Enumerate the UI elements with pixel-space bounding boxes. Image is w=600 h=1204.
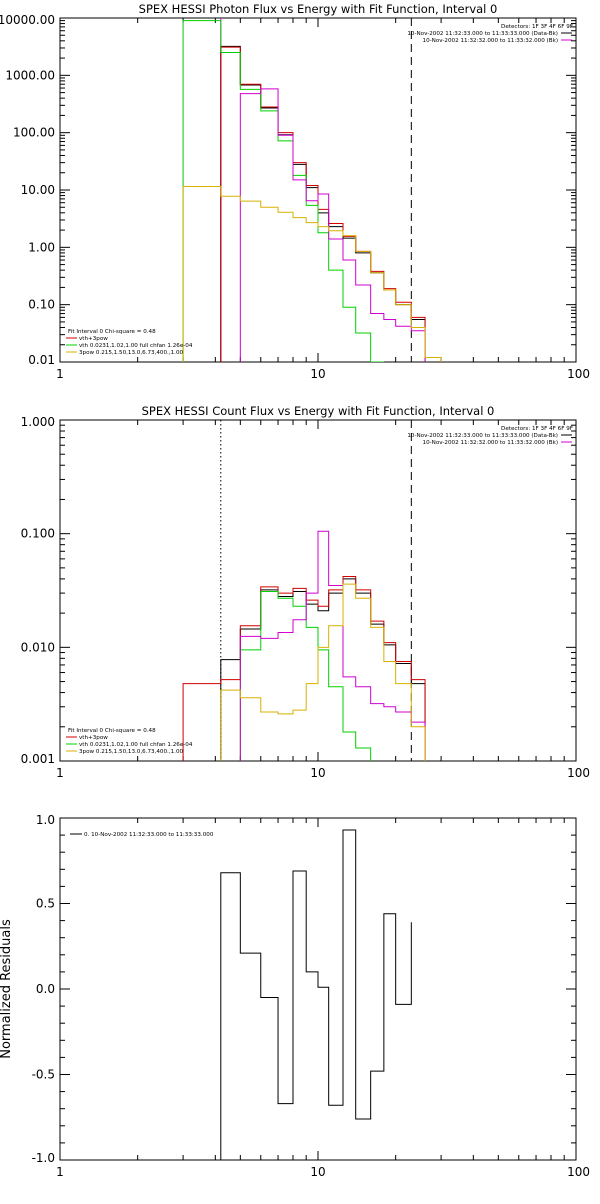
series-line-1 xyxy=(182,575,426,761)
y-tick-label: -0.5 xyxy=(32,1068,55,1082)
y-tick-label: 1.000 xyxy=(21,415,55,429)
y-tick-label: 0.100 xyxy=(21,527,55,541)
series-line-3 xyxy=(239,88,426,362)
legend-bottom-left-text: vth+3pow xyxy=(79,735,108,741)
x-tick-label: 100 xyxy=(567,367,590,381)
series-line-1 xyxy=(220,46,426,362)
data-layer xyxy=(220,829,412,1160)
detectors-label: Detectors: 1F 3F 4F 6F 9F xyxy=(501,24,573,30)
series-line-3 xyxy=(239,530,426,761)
x-tick-label: 100 xyxy=(567,1165,590,1179)
count-flux-panel: SPEX HESSI Count Flux vs Energy with Fit… xyxy=(21,404,590,780)
photon-flux-panel: SPEX HESSI Photon Flux vs Energy with Fi… xyxy=(0,2,590,381)
y-tick-label: 1.0 xyxy=(36,813,55,827)
legend-top-right-text: 10-Nov-2002 11:32:33.000 to 11:33:33.000… xyxy=(407,433,558,439)
legend-bottom-left-text: vth 0.0231,1.02,1.00 full chfan 1.26e-04 xyxy=(79,343,193,349)
y-tick-label: 1.00 xyxy=(28,240,55,254)
chart-title: SPEX HESSI Count Flux vs Energy with Fit… xyxy=(142,404,495,418)
x-tick-label: 100 xyxy=(567,766,590,780)
y-tick-label: 0.0 xyxy=(36,982,55,996)
data-layer xyxy=(182,18,442,362)
series-line-4 xyxy=(220,583,426,761)
legend-bottom-left-text: vth 0.0231,1.02,1.00 full chfan 1.26e-04 xyxy=(79,742,193,748)
legend-top-right-text: 10-Nov-2002 11:32:33.000 to 11:33:33.000… xyxy=(407,31,558,37)
y-tick-label: -1.0 xyxy=(32,1151,55,1165)
data-layer xyxy=(182,420,426,761)
detectors-label: Detectors: 1F 3F 4F 6F 9F xyxy=(501,426,573,432)
plot-frame xyxy=(59,817,577,1161)
chart-title: SPEX HESSI Photon Flux vs Energy with Fi… xyxy=(139,2,498,16)
y-axis-label: Normalized Residuals xyxy=(0,919,14,1059)
y-tick-label: 10000.00 xyxy=(0,13,55,27)
legend-bottom-left-text: Fit Interval 0 Chi-square = 0.48 xyxy=(68,329,156,335)
y-tick-label: 0.10 xyxy=(28,298,55,312)
series-line-4 xyxy=(182,186,442,362)
x-tick-label: 1 xyxy=(56,367,64,381)
legend-bottom-left-text: vth+3pow xyxy=(79,336,108,342)
y-tick-label: 0.5 xyxy=(36,897,55,911)
y-tick-label: 10.00 xyxy=(21,183,55,197)
y-tick-label: 0.01 xyxy=(28,353,55,367)
legend-top-right-text: 10-Nov-2002 11:32:32.000 to 11:33:32.000… xyxy=(423,440,558,446)
legend-top-left-text: 0. 10-Nov-2002 11:32:33.000 to 11:33:33.… xyxy=(84,832,214,838)
series-line-2 xyxy=(239,590,372,761)
x-tick-label: 10 xyxy=(310,1165,325,1179)
y-tick-label: 0.010 xyxy=(21,640,55,654)
legend-bottom-left-text: Fit Interval 0 Chi-square = 0.48 xyxy=(68,728,156,734)
legend-bottom-left-text: 3pow 0.215,1.50,13.0,6.73,400.,1.00 xyxy=(79,350,184,356)
x-tick-label: 1 xyxy=(56,1165,64,1179)
y-tick-label: 100.00 xyxy=(13,126,55,140)
y-tick-label: 1000.00 xyxy=(5,68,55,82)
y-tick-label: 0.001 xyxy=(21,752,55,766)
legend-bottom-left-text: 3pow 0.215,1.50,13.0,6.73,400.,1.00 xyxy=(79,749,184,755)
legend-top-right-text: 10-Nov-2002 11:32:32.000 to 11:33:32.000… xyxy=(423,38,558,44)
series-line-2 xyxy=(182,20,384,362)
x-tick-label: 10 xyxy=(310,766,325,780)
x-tick-label: 10 xyxy=(310,367,325,381)
x-tick-label: 1 xyxy=(56,766,64,780)
residuals-panel: Normalized Residuals 1 10 100 -1.0 -0.5 0.0 0.5… xyxy=(0,813,590,1179)
series-line-0 xyxy=(220,829,412,1160)
